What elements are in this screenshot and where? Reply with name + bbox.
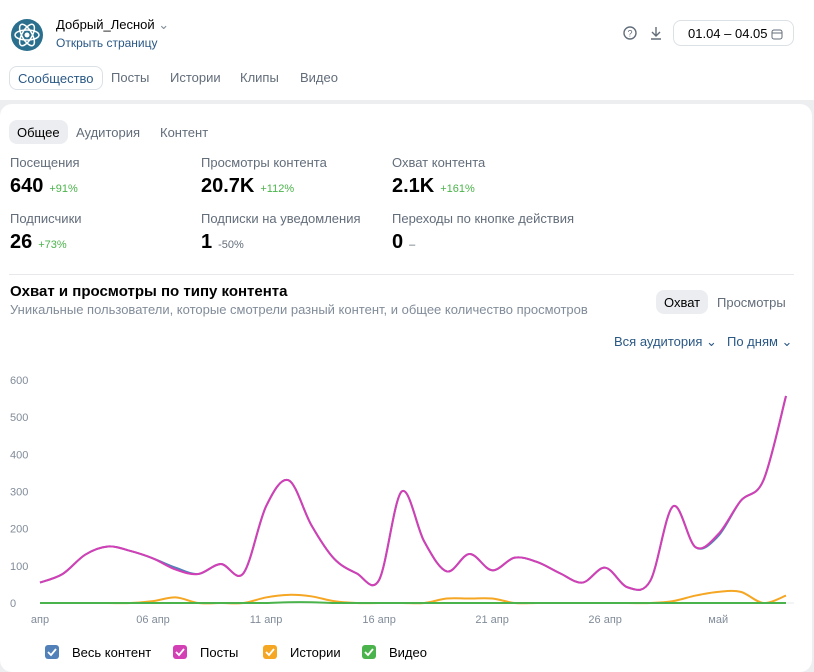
- header-icons[interactable]: ?: [622, 25, 668, 41]
- y-tick-label: 600: [10, 375, 28, 387]
- legend-label: Истории: [290, 645, 341, 660]
- y-tick-label: 400: [10, 449, 28, 461]
- tab[interactable]: Посты: [111, 70, 150, 85]
- stat-label: Охват контента: [392, 155, 486, 170]
- y-tick-label: 100: [10, 561, 28, 573]
- y-tick-label: 300: [10, 487, 28, 499]
- y-tick-label: 500: [10, 412, 28, 424]
- stat-value-row: 1 -50%: [201, 231, 244, 254]
- legend-label: Посты: [200, 645, 238, 660]
- legend-label: Видео: [389, 645, 427, 660]
- chart-title: Охват и просмотры по типу контента: [10, 283, 288, 300]
- stat-delta: -50%: [218, 239, 244, 251]
- x-tick-label: 11 апр: [250, 614, 283, 626]
- tab[interactable]: Истории: [170, 70, 221, 85]
- stat-value: 640: [10, 175, 44, 197]
- legend-check: [175, 648, 185, 657]
- legend-check: [265, 648, 275, 657]
- svg-text:?: ?: [627, 29, 632, 39]
- stat-value: 26: [10, 231, 33, 253]
- legend-checkbox: [45, 645, 59, 659]
- divider: [9, 274, 794, 275]
- stat-value: 1: [201, 231, 213, 253]
- stat-value-row: 20.7K +112%: [201, 175, 294, 198]
- tab[interactable]: Клипы: [240, 70, 279, 85]
- subtab[interactable]: Аудитория: [76, 125, 141, 140]
- stat-delta: +112%: [260, 183, 295, 195]
- stat-value-row: 26 +73%: [10, 231, 67, 254]
- legend-check: [364, 648, 374, 657]
- x-tick-label: 26 апр: [588, 614, 621, 626]
- stat-delta: +73%: [38, 239, 67, 251]
- stat-value: 0: [392, 231, 404, 253]
- stat-label: Подписки на уведомления: [201, 211, 361, 226]
- period-filter[interactable]: По дням ⌄: [727, 334, 793, 349]
- x-tick-label: апр: [31, 614, 49, 626]
- legend-label: Весь контент: [72, 645, 151, 660]
- series-line: [40, 589, 787, 605]
- community-name[interactable]: Добрый_Лесной ⌄: [56, 17, 170, 32]
- date-picker[interactable]: 01.04 – 04.05: [673, 20, 794, 46]
- x-tick-label: 16 апр: [362, 614, 395, 626]
- stat-label: Подписчики: [10, 211, 82, 226]
- stat-delta: –: [409, 239, 416, 251]
- tab[interactable]: Сообщество: [9, 66, 103, 90]
- stat-delta: +91%: [49, 183, 78, 195]
- toggle-reach[interactable]: Охват: [656, 290, 709, 314]
- open-page-link[interactable]: Открыть страницу: [56, 36, 158, 50]
- x-tick-label: 06 апр: [136, 614, 169, 626]
- stat-value: 20.7K: [201, 175, 255, 197]
- stat-label: Посещения: [10, 155, 80, 170]
- y-tick-label: 200: [10, 524, 28, 536]
- legend-checkbox: [173, 645, 187, 659]
- subtab[interactable]: Общее: [9, 120, 68, 144]
- stat-value: 2.1K: [392, 175, 435, 197]
- stat-delta: +161%: [440, 183, 475, 195]
- content-card: [0, 104, 812, 672]
- stat-value-row: 2.1K +161%: [392, 175, 475, 198]
- stat-value-row: 640 +91%: [10, 175, 78, 198]
- x-tick-label: 21 апр: [475, 614, 508, 626]
- header: [0, 0, 814, 100]
- toggle-views[interactable]: Просмотры: [717, 295, 786, 310]
- legend-check: [47, 648, 57, 657]
- series-line: [39, 395, 787, 591]
- series-line: [39, 395, 787, 591]
- stat-label: Переходы по кнопке действия: [392, 211, 575, 226]
- chart-subtitle: Уникальные пользователи, которые смотрел…: [10, 302, 588, 317]
- logo: [11, 19, 43, 51]
- tab[interactable]: Видео: [300, 70, 338, 85]
- audience-filter[interactable]: Вся аудитория ⌄: [614, 334, 717, 349]
- x-tick-label: май: [708, 614, 728, 626]
- legend-checkbox: [263, 645, 277, 659]
- legend-checkbox: [362, 645, 376, 659]
- stat-value-row: 0–: [392, 231, 415, 254]
- stat-label: Просмотры контента: [201, 155, 327, 170]
- subtab[interactable]: Контент: [160, 125, 209, 140]
- series-line: [40, 601, 786, 605]
- y-tick-label: 0: [10, 598, 16, 610]
